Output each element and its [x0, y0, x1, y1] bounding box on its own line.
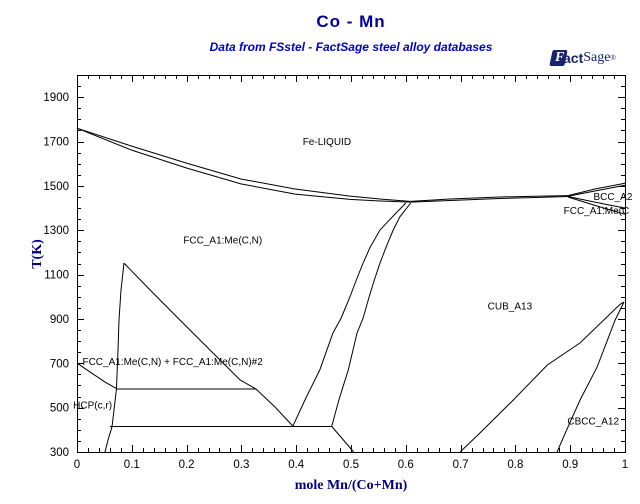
x-tick-label: 0.9 [562, 459, 578, 471]
phase-label-cub-a13: CUB_A13 [488, 302, 533, 313]
phase-boundary-solidus-co [76, 127, 411, 203]
phase-boundary-liquidus-mid-upper [410, 195, 569, 202]
phase-boundary-fcc-cub-left [292, 202, 407, 427]
x-tick-label: 0.3 [233, 459, 249, 471]
x-tick-label: 0.2 [179, 459, 195, 471]
phase-boundary-cub-cbcc-right [556, 301, 625, 453]
phase-boundary-solidus-mid-lower [410, 196, 569, 203]
phase-label-fcc-a1-me-c-n-fcc-a1-me-c-n-2: FCC_A1:Me(C,N) + FCC_A1:Me(C,N)#2 [82, 357, 263, 368]
x-tick-label: 0.4 [288, 459, 305, 471]
phase-label-cbcc-a12: CBCC_A12 [567, 416, 619, 427]
phase-boundary-cub-cbcc-left [459, 301, 625, 453]
y-tick-label: 1300 [43, 225, 69, 237]
phase-boundary-miscibility-gap-right [123, 262, 294, 427]
chart-subtitle: Data from FSstel - FactSage steel alloy … [209, 40, 493, 54]
y-tick-label: 300 [50, 447, 69, 459]
phase-boundary-bcc-fcc-upper [567, 196, 626, 209]
phase-boundary-hcp-fcc-transus [76, 362, 117, 390]
y-tick-label: 500 [50, 403, 69, 415]
y-tick-label: 1900 [43, 92, 69, 104]
factsage-logo-sage: Sage [583, 50, 611, 65]
phase-label-bcc-a2: BCC_A2 [593, 192, 632, 203]
y-tick-label: 900 [50, 314, 69, 326]
x-tick-label: 0 [74, 459, 80, 471]
phase-label-hcp-c-r: HCP(c,r) [73, 400, 112, 411]
chart-title: Co - Mn [316, 12, 386, 31]
x-axis-title: mole Mn/(Co+Mn) [294, 478, 408, 493]
phase-label-fcc-a1-me-c-n: FCC_A1:Me(C,N) [183, 236, 262, 247]
y-tick-label: 1700 [43, 137, 69, 149]
phase-boundary-liquidus-mn [567, 182, 626, 197]
x-tick-label: 0.8 [507, 459, 523, 471]
phase-boundary-miscibility-gap-left [116, 263, 125, 389]
phase-boundary-liquidus-co [76, 127, 411, 202]
y-tick-label: 1100 [44, 270, 69, 282]
phase-boundary-bcc-fcc-lower [567, 196, 626, 215]
x-tick-label: 0.1 [124, 459, 140, 471]
x-tick-label: 0.7 [453, 459, 469, 471]
plot-frame [77, 75, 626, 453]
factsage-logo-act: act [563, 50, 584, 66]
phase-label-fcc-a1-me-c: FCC_A1:Me(C [564, 206, 630, 217]
y-tick-label: 1500 [43, 181, 69, 193]
x-tick-label: 0.6 [398, 459, 414, 471]
y-tick-label: 700 [50, 358, 69, 370]
phase-label-fe-liquid: Fe-LIQUID [303, 137, 351, 148]
phase-boundary-bcc-solidus-mn [567, 184, 626, 197]
x-tick-label: 1 [622, 459, 628, 471]
phase-boundary-hcp-right-boundary [104, 388, 117, 453]
factsage-logo-registered-mark: ® [610, 54, 616, 62]
phase-boundary-fcc-cub-right [331, 202, 412, 427]
phase-boundary-cub-boundary-below-eutectoid [331, 426, 355, 453]
x-tick-label: 0.5 [343, 459, 359, 471]
